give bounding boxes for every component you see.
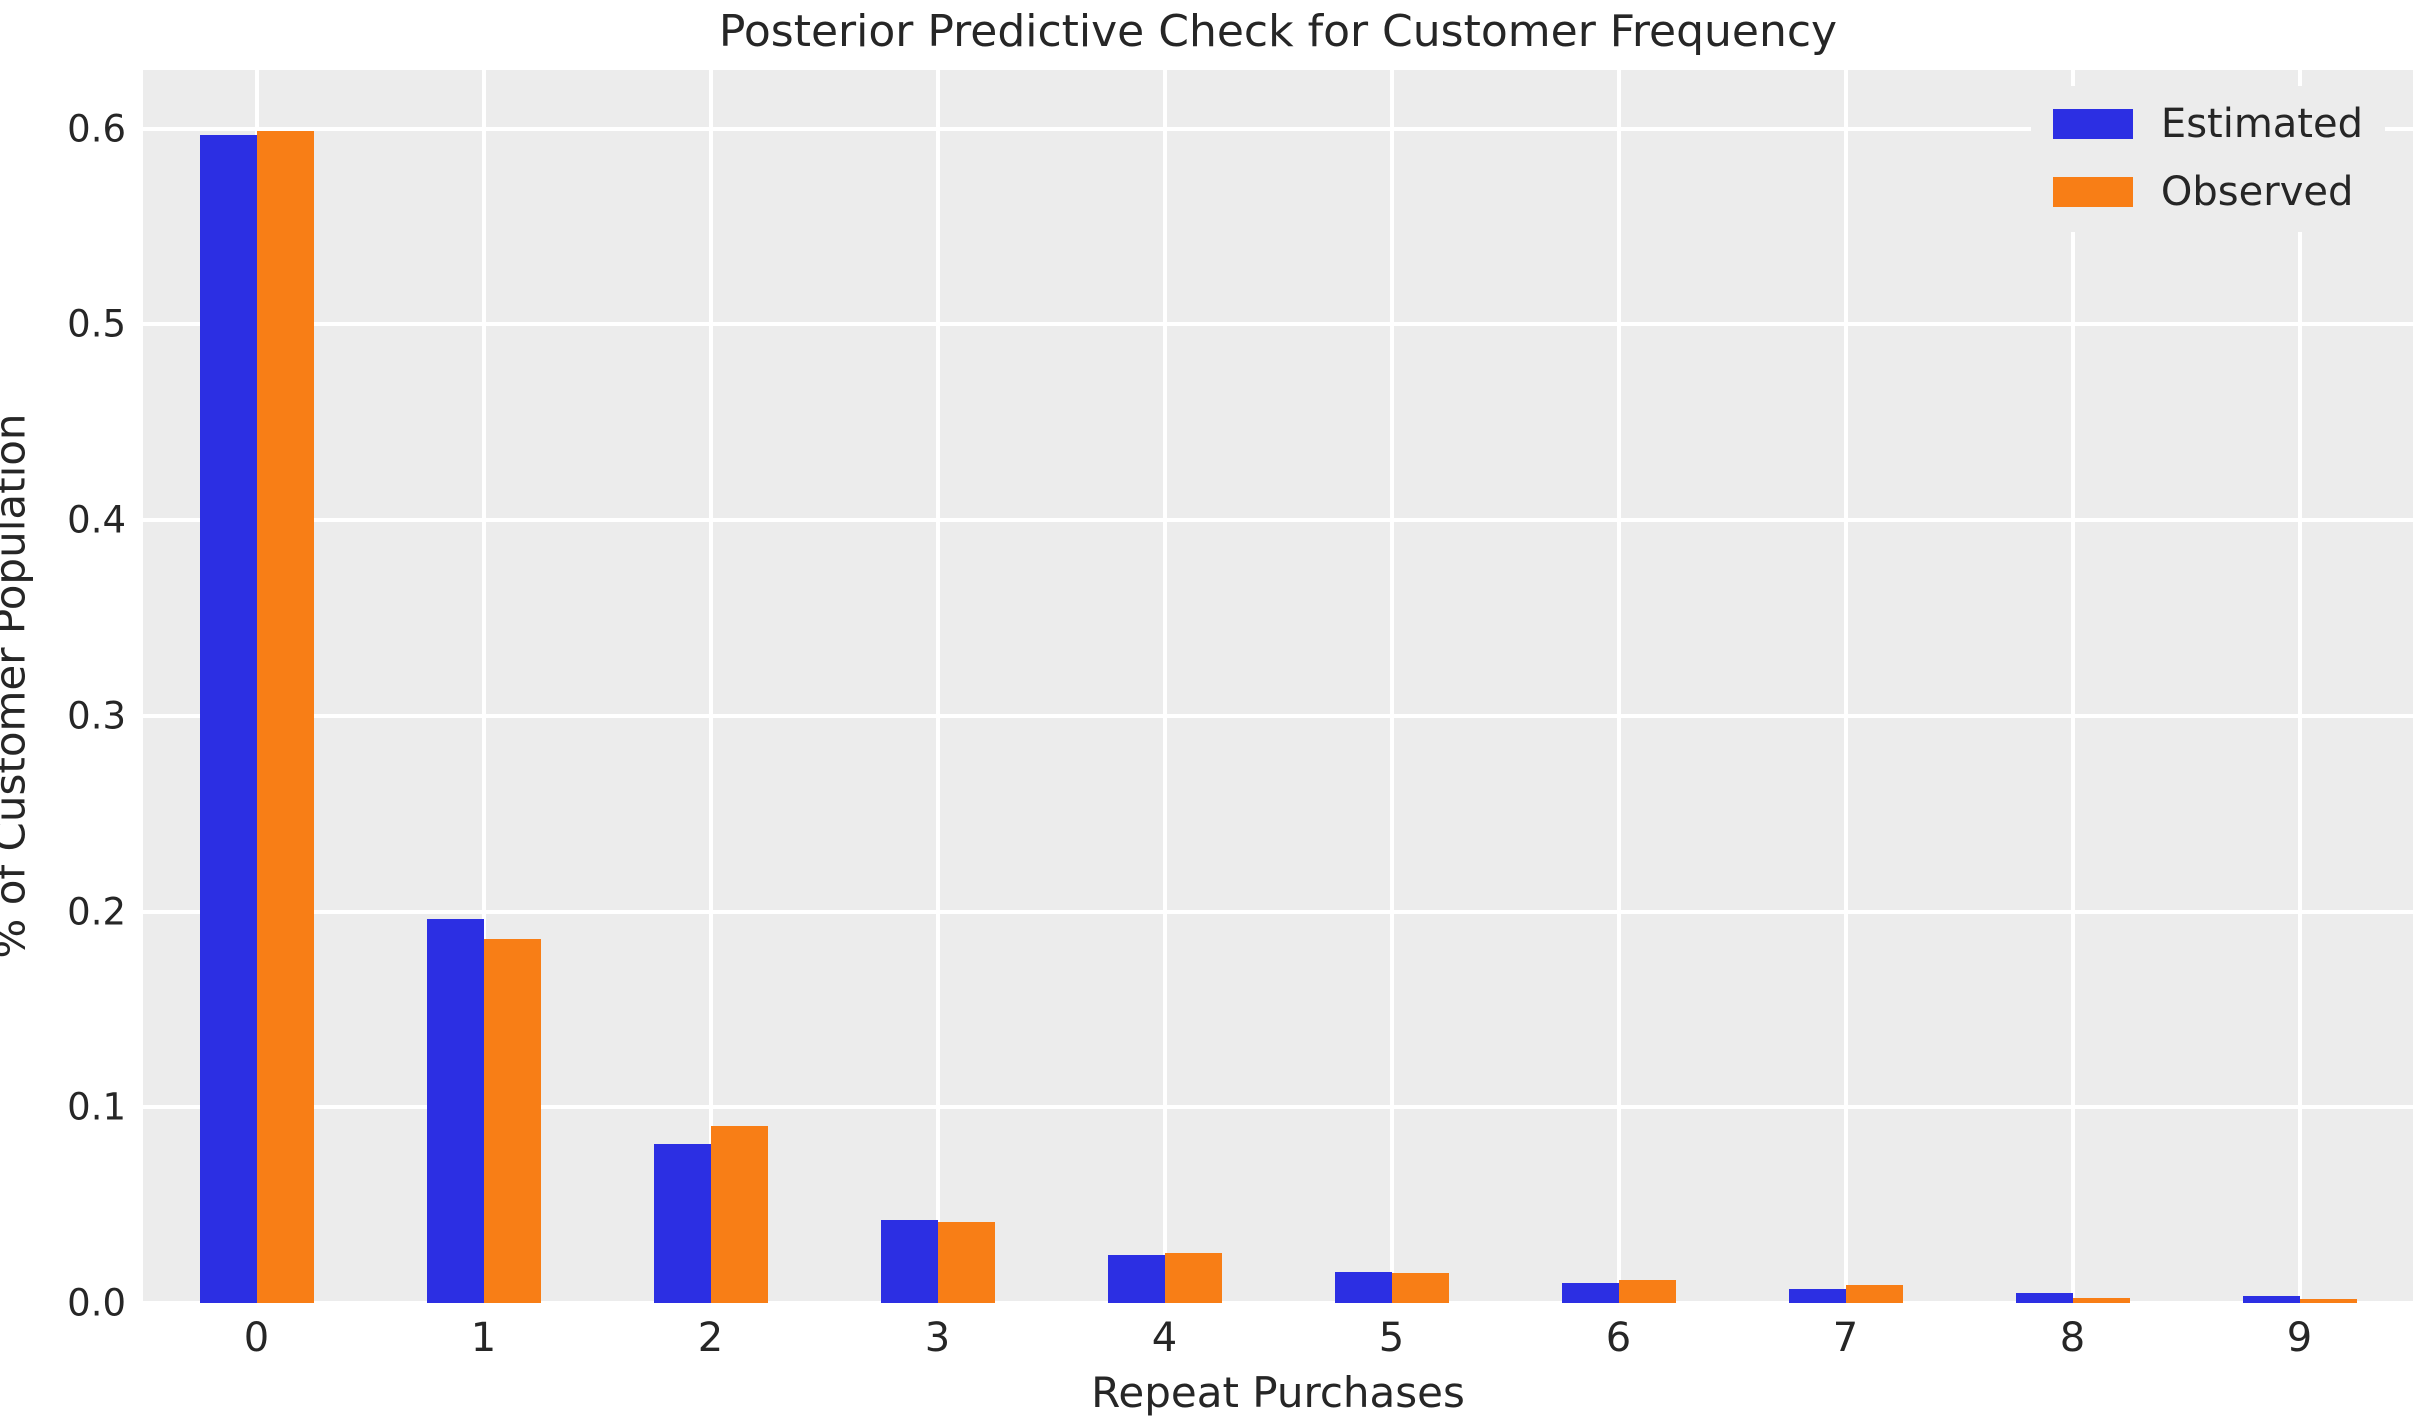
legend-item-observed: Observed — [2052, 169, 2363, 215]
x-tick-label-1: 1 — [470, 1315, 497, 1361]
h-gridline-0.3 — [143, 713, 2413, 718]
h-gridline-0.5 — [143, 322, 2413, 327]
bar-estimated-4 — [1107, 1255, 1165, 1303]
v-gridline-2 — [708, 70, 713, 1303]
v-gridline-6 — [1616, 70, 1621, 1303]
x-tick-label-7: 7 — [1832, 1315, 1859, 1361]
plot-area: Estimated Observed — [143, 70, 2413, 1305]
h-gridline-0.1 — [143, 1105, 2413, 1110]
h-gridline-0.6 — [143, 126, 2413, 131]
v-gridline-8 — [2070, 70, 2075, 1303]
v-gridline-9 — [2297, 70, 2302, 1303]
legend-item-estimated: Estimated — [2052, 101, 2363, 147]
bar-observed-8 — [2072, 1297, 2130, 1303]
bar-estimated-1 — [426, 919, 484, 1303]
bar-estimated-2 — [653, 1144, 711, 1303]
v-gridline-7 — [1843, 70, 1848, 1303]
bar-estimated-6 — [1561, 1283, 1619, 1303]
bar-observed-1 — [483, 938, 541, 1303]
bar-estimated-8 — [2015, 1293, 2073, 1303]
legend: Estimated Observed — [2030, 86, 2385, 232]
y-tick-label-0.3: 0.3 — [67, 694, 126, 738]
x-tick-label-3: 3 — [924, 1315, 951, 1361]
v-gridline-4 — [1162, 70, 1167, 1303]
y-tick-label-0.1: 0.1 — [67, 1085, 126, 1129]
x-tick-label-5: 5 — [1378, 1315, 1405, 1361]
x-tick-label-4: 4 — [1151, 1315, 1178, 1361]
bar-observed-9 — [2299, 1299, 2357, 1303]
bar-estimated-0 — [199, 134, 257, 1303]
y-tick-label-0.4: 0.4 — [67, 498, 126, 542]
bar-observed-0 — [256, 130, 314, 1303]
bar-estimated-9 — [2242, 1295, 2300, 1303]
x-tick-label-2: 2 — [697, 1315, 724, 1361]
chart-title: Posterior Predictive Check for Customer … — [718, 6, 1838, 57]
v-gridline-5 — [1389, 70, 1394, 1303]
h-gridline-0.4 — [143, 518, 2413, 523]
bar-observed-6 — [1618, 1279, 1676, 1303]
bar-estimated-3 — [880, 1219, 938, 1303]
h-gridline-0.0 — [143, 1301, 2413, 1305]
x-tick-label-9: 9 — [2286, 1315, 2313, 1361]
x-axis-ticks: 0 1 2 3 4 5 6 7 8 9 — [143, 1315, 2413, 1370]
legend-label-observed: Observed — [2160, 169, 2354, 215]
bar-estimated-7 — [1788, 1288, 1846, 1303]
legend-label-estimated: Estimated — [2160, 101, 2363, 147]
bar-observed-4 — [1164, 1252, 1222, 1303]
y-tick-label-0.5: 0.5 — [67, 302, 126, 346]
bar-observed-3 — [937, 1221, 995, 1303]
x-axis-label: Repeat Purchases — [1091, 1368, 1465, 1417]
bar-observed-2 — [710, 1125, 768, 1303]
y-tick-label-0.2: 0.2 — [67, 890, 126, 934]
y-tick-label-0.0: 0.0 — [67, 1281, 126, 1325]
x-tick-label-0: 0 — [243, 1315, 270, 1361]
v-gridline-1 — [481, 70, 486, 1303]
legend-swatch-estimated-icon — [2052, 109, 2133, 139]
v-gridline-3 — [935, 70, 940, 1303]
h-gridline-0.2 — [143, 909, 2413, 914]
x-tick-label-6: 6 — [1605, 1315, 1632, 1361]
y-tick-label-0.6: 0.6 — [67, 107, 126, 151]
bar-observed-7 — [1845, 1284, 1903, 1303]
y-axis-ticks: 0.0 0.1 0.2 0.3 0.4 0.5 0.6 — [0, 70, 126, 1324]
legend-swatch-observed-icon — [2052, 177, 2133, 207]
bar-estimated-5 — [1334, 1272, 1392, 1303]
bar-observed-5 — [1391, 1272, 1449, 1303]
x-tick-label-8: 8 — [2059, 1315, 2086, 1361]
